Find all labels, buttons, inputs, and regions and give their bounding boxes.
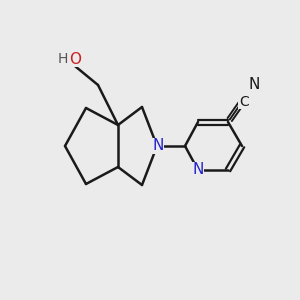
Text: N: N (192, 163, 204, 178)
Text: O: O (69, 52, 81, 67)
Text: N: N (249, 77, 260, 92)
Text: N: N (152, 139, 164, 154)
Text: C: C (239, 95, 249, 109)
Text: H: H (58, 52, 68, 66)
